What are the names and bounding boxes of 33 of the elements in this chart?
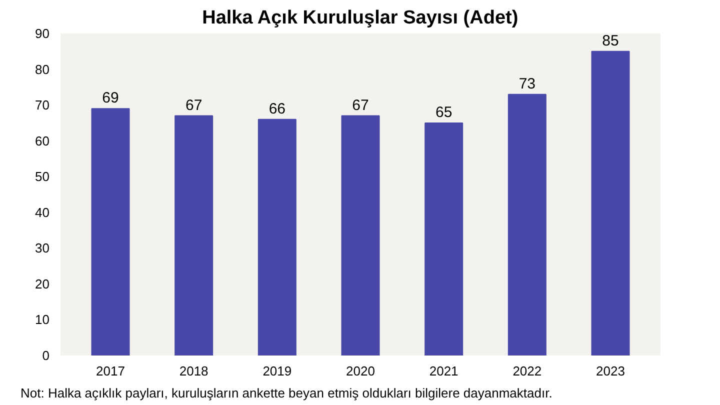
bar <box>341 115 380 356</box>
y-tick-label: 20 <box>35 276 50 292</box>
bar <box>174 115 214 356</box>
data-label: 67 <box>352 96 369 114</box>
bar <box>591 50 630 356</box>
x-tick-label: 2023 <box>596 364 625 378</box>
y-tick-label: 80 <box>35 62 50 77</box>
data-label: 85 <box>602 32 619 50</box>
x-tick-label: 2019 <box>262 364 292 378</box>
y-tick-label: 30 <box>35 240 50 256</box>
x-tick-label: 2017 <box>96 364 125 378</box>
data-label: 73 <box>518 75 536 92</box>
bar <box>91 108 130 356</box>
chart-title: Halka Açık Kuruluşlar Sayısı (Adet) <box>202 8 518 28</box>
y-tick-label: 40 <box>35 204 50 220</box>
bar <box>258 118 296 356</box>
x-tick-label: 2021 <box>429 364 458 378</box>
y-tick-label: 60 <box>35 133 50 148</box>
y-tick-label: 10 <box>35 312 50 328</box>
bar <box>424 122 464 356</box>
y-tick-label: 0 <box>42 348 50 363</box>
x-tick-label: 2018 <box>179 364 208 378</box>
x-tick-label: 2020 <box>346 364 375 378</box>
y-tick-label: 70 <box>35 98 50 113</box>
data-label: 69 <box>102 90 119 107</box>
y-tick-label: 50 <box>35 169 50 184</box>
y-tick-label: 90 <box>35 26 50 41</box>
bar <box>508 94 546 356</box>
data-label: 66 <box>268 100 286 118</box>
data-label: 65 <box>435 104 452 121</box>
text: Not: Halka açıklık payları, kuruluşların ankette beyan etmiş oldukları bilgilere dayanmaktadır. <box>20 386 552 400</box>
x-tick-label: 2022 <box>512 364 542 378</box>
data-label: 67 <box>185 96 202 114</box>
